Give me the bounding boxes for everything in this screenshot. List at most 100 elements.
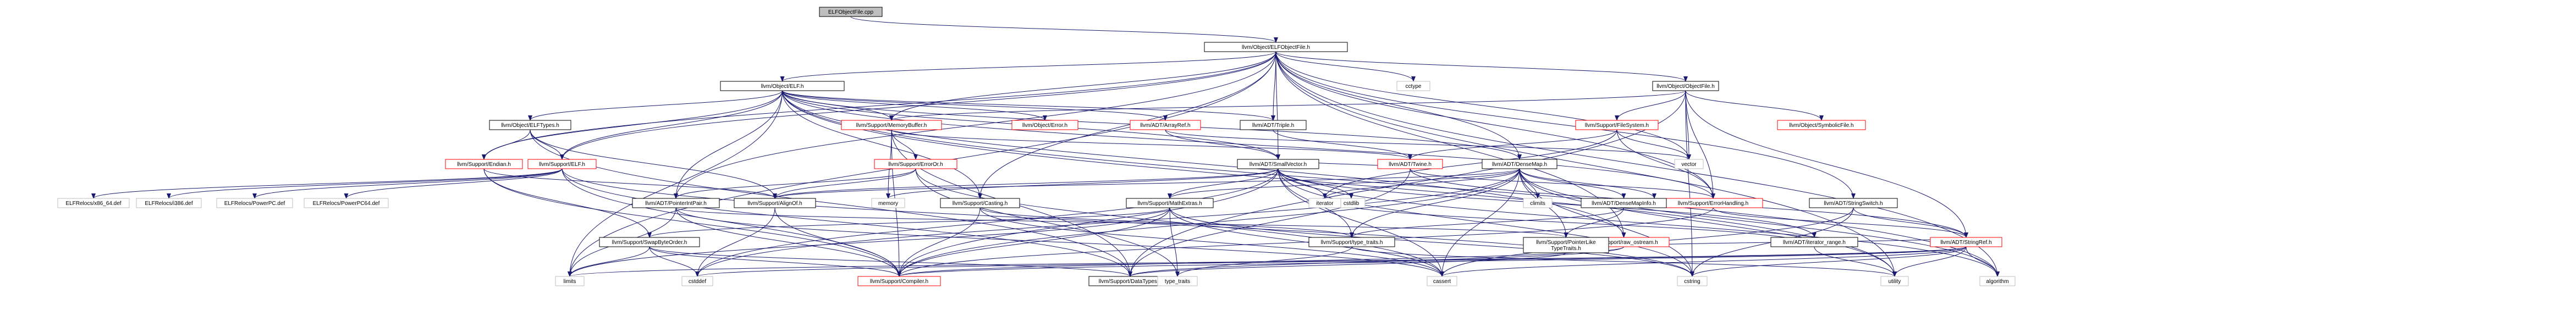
node-label: cstddef bbox=[689, 279, 706, 285]
node-label: llvm/Support/ELF.h bbox=[539, 162, 585, 168]
node-box bbox=[599, 237, 700, 247]
node-label: cstring bbox=[1684, 279, 1700, 285]
node-box bbox=[1396, 81, 1430, 91]
node-label: llvm/Support/PointerLike bbox=[1536, 240, 1596, 246]
node-triple-h[interactable]: llvm/ADT/Triple.h bbox=[1240, 120, 1307, 130]
node-label: ELFRelocs/PowerPC64.def bbox=[313, 201, 380, 207]
node-iterator-range-h[interactable]: llvm/ADT/iterator_range.h bbox=[1770, 237, 1858, 247]
node-erroror-h[interactable]: llvm/Support/ErrorOr.h bbox=[874, 159, 957, 169]
edge-elfobjectfile-h-to-vector bbox=[1275, 51, 1691, 160]
edge-root-to-elfobjectfile-h bbox=[850, 16, 1278, 43]
node-box bbox=[1308, 198, 1341, 208]
edge-mathextras-h-to-limits bbox=[568, 207, 1170, 277]
node-object-error-h[interactable]: llvm/Object/Error.h bbox=[1011, 120, 1078, 130]
edge-elf-h-to-elftypes-h bbox=[528, 90, 783, 121]
edge-stringref-h-to-cstring bbox=[1690, 246, 1967, 277]
node-endian-h[interactable]: llvm/Support/Endian.h bbox=[445, 159, 523, 169]
edge-elfobjectfile-h-to-utility bbox=[1275, 51, 1897, 277]
node-box bbox=[555, 276, 585, 286]
node-smallvector-h[interactable]: llvm/ADT/SmallVector.h bbox=[1237, 159, 1319, 169]
edge-support-elf-h-to-ppc-def bbox=[252, 168, 563, 199]
node-elf-h[interactable]: llvm/Object/ELF.h bbox=[720, 81, 845, 91]
node-box bbox=[681, 276, 713, 286]
edge-elfobjectfile-h-to-memorybuffer-h bbox=[889, 51, 1276, 121]
edge-support-elf-h-to-ppc64-def bbox=[344, 168, 563, 199]
node-box bbox=[1157, 276, 1198, 286]
edge-densemap-h-to-densemapinfo-h bbox=[1519, 168, 1626, 199]
node-memory: memory bbox=[871, 198, 905, 208]
edge-smallvector-h-to-mathextras-h bbox=[1168, 168, 1279, 199]
node-support-elf-h[interactable]: llvm/Support/ELF.h bbox=[527, 159, 597, 169]
edge-type-traits-h-to-utility bbox=[1351, 246, 1897, 277]
edge-mathextras-h-to-cassert bbox=[1169, 207, 1444, 277]
node-box bbox=[1308, 237, 1395, 247]
node-x86-64-def: ELFRelocs/x86_64.def bbox=[57, 198, 130, 208]
node-densemap-h[interactable]: llvm/ADT/DenseMap.h bbox=[1482, 159, 1557, 169]
edge-filesystem-h-to-vector bbox=[1616, 129, 1691, 160]
node-label: llvm/ADT/DenseMapInfo.h bbox=[1592, 201, 1656, 207]
edge-densemap-h-to-cstring bbox=[1519, 168, 1694, 277]
node-type-traits-h[interactable]: llvm/Support/type_traits.h bbox=[1308, 237, 1395, 247]
node-box bbox=[1575, 120, 1659, 130]
edge-type-traits-h-to-type-traits bbox=[1175, 246, 1352, 277]
node-label: llvm/Support/Endian.h bbox=[457, 162, 511, 168]
node-label: utility bbox=[1889, 279, 1901, 285]
node-filesystem-h[interactable]: llvm/Support/FileSystem.h bbox=[1575, 120, 1659, 130]
node-label: ELFRelocs/i386.def bbox=[145, 201, 192, 207]
node-box bbox=[1809, 198, 1898, 208]
node-mathextras-h[interactable]: llvm/Support/MathExtras.h bbox=[1126, 198, 1214, 208]
node-root[interactable]: ELFObjectFile.cpp bbox=[819, 7, 883, 17]
edge-elfobjectfile-h-to-errorhandling-h bbox=[1275, 51, 1715, 199]
node-label: llvm/Object/SymbolicFile.h bbox=[1789, 123, 1853, 129]
edge-smallvector-h-to-cassert bbox=[1278, 168, 1444, 277]
edge-pointerintpair-h-to-pointerlike-h bbox=[675, 207, 1568, 238]
edge-elfobjectfile-h-to-objectfile-h bbox=[1275, 51, 1688, 82]
node-algorithm: algorithm bbox=[1979, 276, 2016, 286]
node-compiler-h[interactable]: llvm/Support/Compiler.h bbox=[857, 276, 941, 286]
edge-elf-h-to-support-elf-h bbox=[560, 90, 783, 160]
node-box bbox=[216, 198, 293, 208]
node-stringswitch-h[interactable]: llvm/ADT/StringSwitch.h bbox=[1809, 198, 1898, 208]
node-casting-h[interactable]: llvm/Support/Casting.h bbox=[940, 198, 1020, 208]
edge-swapbyteorder-h-to-compiler-h bbox=[649, 246, 901, 277]
edge-elfobjectfile-h-to-algorithm bbox=[1275, 51, 2000, 277]
node-densemapinfo-h[interactable]: llvm/ADT/DenseMapInfo.h bbox=[1581, 198, 1667, 208]
node-aligno-h[interactable]: llvm/Support/AlignOf.h bbox=[734, 198, 816, 208]
node-errorhandling-h[interactable]: llvm/Support/ErrorHandling.h bbox=[1663, 198, 1763, 208]
node-label: llvm/Support/Casting.h bbox=[953, 201, 1008, 207]
edge-elfobjectfile-h-to-stringswitch-h bbox=[1275, 51, 1856, 199]
node-iterator: iterator bbox=[1308, 198, 1341, 208]
node-twine-h[interactable]: llvm/ADT/Twine.h bbox=[1377, 159, 1443, 169]
edge-objectfile-h-to-symbolicfile-h bbox=[1685, 90, 1824, 121]
node-objectfile-h[interactable]: llvm/Object/ObjectFile.h bbox=[1652, 81, 1719, 91]
edge-elf-h-to-casting-h bbox=[782, 90, 982, 199]
node-label: llvm/Object/ELF.h bbox=[761, 84, 804, 90]
edge-support-elf-h-to-x86-64-def bbox=[91, 168, 563, 199]
node-elfobjectfile-h[interactable]: llvm/Object/ELFObjectFile.h bbox=[1204, 42, 1348, 52]
node-box bbox=[1240, 120, 1307, 130]
edge-objectfile-h-to-filesystem-h bbox=[1615, 90, 1686, 121]
edge-memorybuffer-h-to-erroror-h bbox=[891, 129, 918, 160]
edge-elfobjectfile-h-to-elf-h bbox=[780, 51, 1276, 82]
edge-twine-h-to-errorhandling-h bbox=[1410, 168, 1715, 199]
node-box bbox=[819, 7, 883, 17]
edge-densemap-h-to-new bbox=[1519, 168, 1656, 199]
edge-aligno-h-to-cstddef bbox=[695, 207, 775, 277]
edge-densemapinfo-h-to-pointerlike-h bbox=[1564, 207, 1624, 238]
edge-support-elf-h-to-datatypes-h bbox=[562, 168, 1132, 277]
node-memorybuffer-h[interactable]: llvm/Support/MemoryBuffer.h bbox=[841, 120, 942, 130]
node-pointerintpair-h[interactable]: llvm/ADT/PointerIntPair.h bbox=[632, 198, 720, 208]
node-symbolicfile-h[interactable]: llvm/Object/SymbolicFile.h bbox=[1777, 120, 1866, 130]
node-stringref-h[interactable]: llvm/ADT/StringRef.h bbox=[1930, 237, 2002, 247]
edge-objectfile-h-to-errorhandling-h bbox=[1685, 90, 1715, 199]
edge-stringref-h-to-limits bbox=[568, 246, 1967, 277]
edge-smallvector-h-to-aligno-h bbox=[773, 168, 1279, 199]
edge-filesystem-h-to-errorhandling-h bbox=[1616, 129, 1715, 199]
node-elftypes-h[interactable]: llvm/Object/ELFTypes.h bbox=[489, 120, 571, 130]
node-box bbox=[632, 198, 720, 208]
node-box bbox=[1674, 159, 1704, 169]
node-arrayref-h[interactable]: llvm/ADT/ArrayRef.h bbox=[1130, 120, 1201, 130]
node-box bbox=[874, 159, 957, 169]
node-swapbyteorder-h[interactable]: llvm/Support/SwapByteOrder.h bbox=[599, 237, 700, 247]
